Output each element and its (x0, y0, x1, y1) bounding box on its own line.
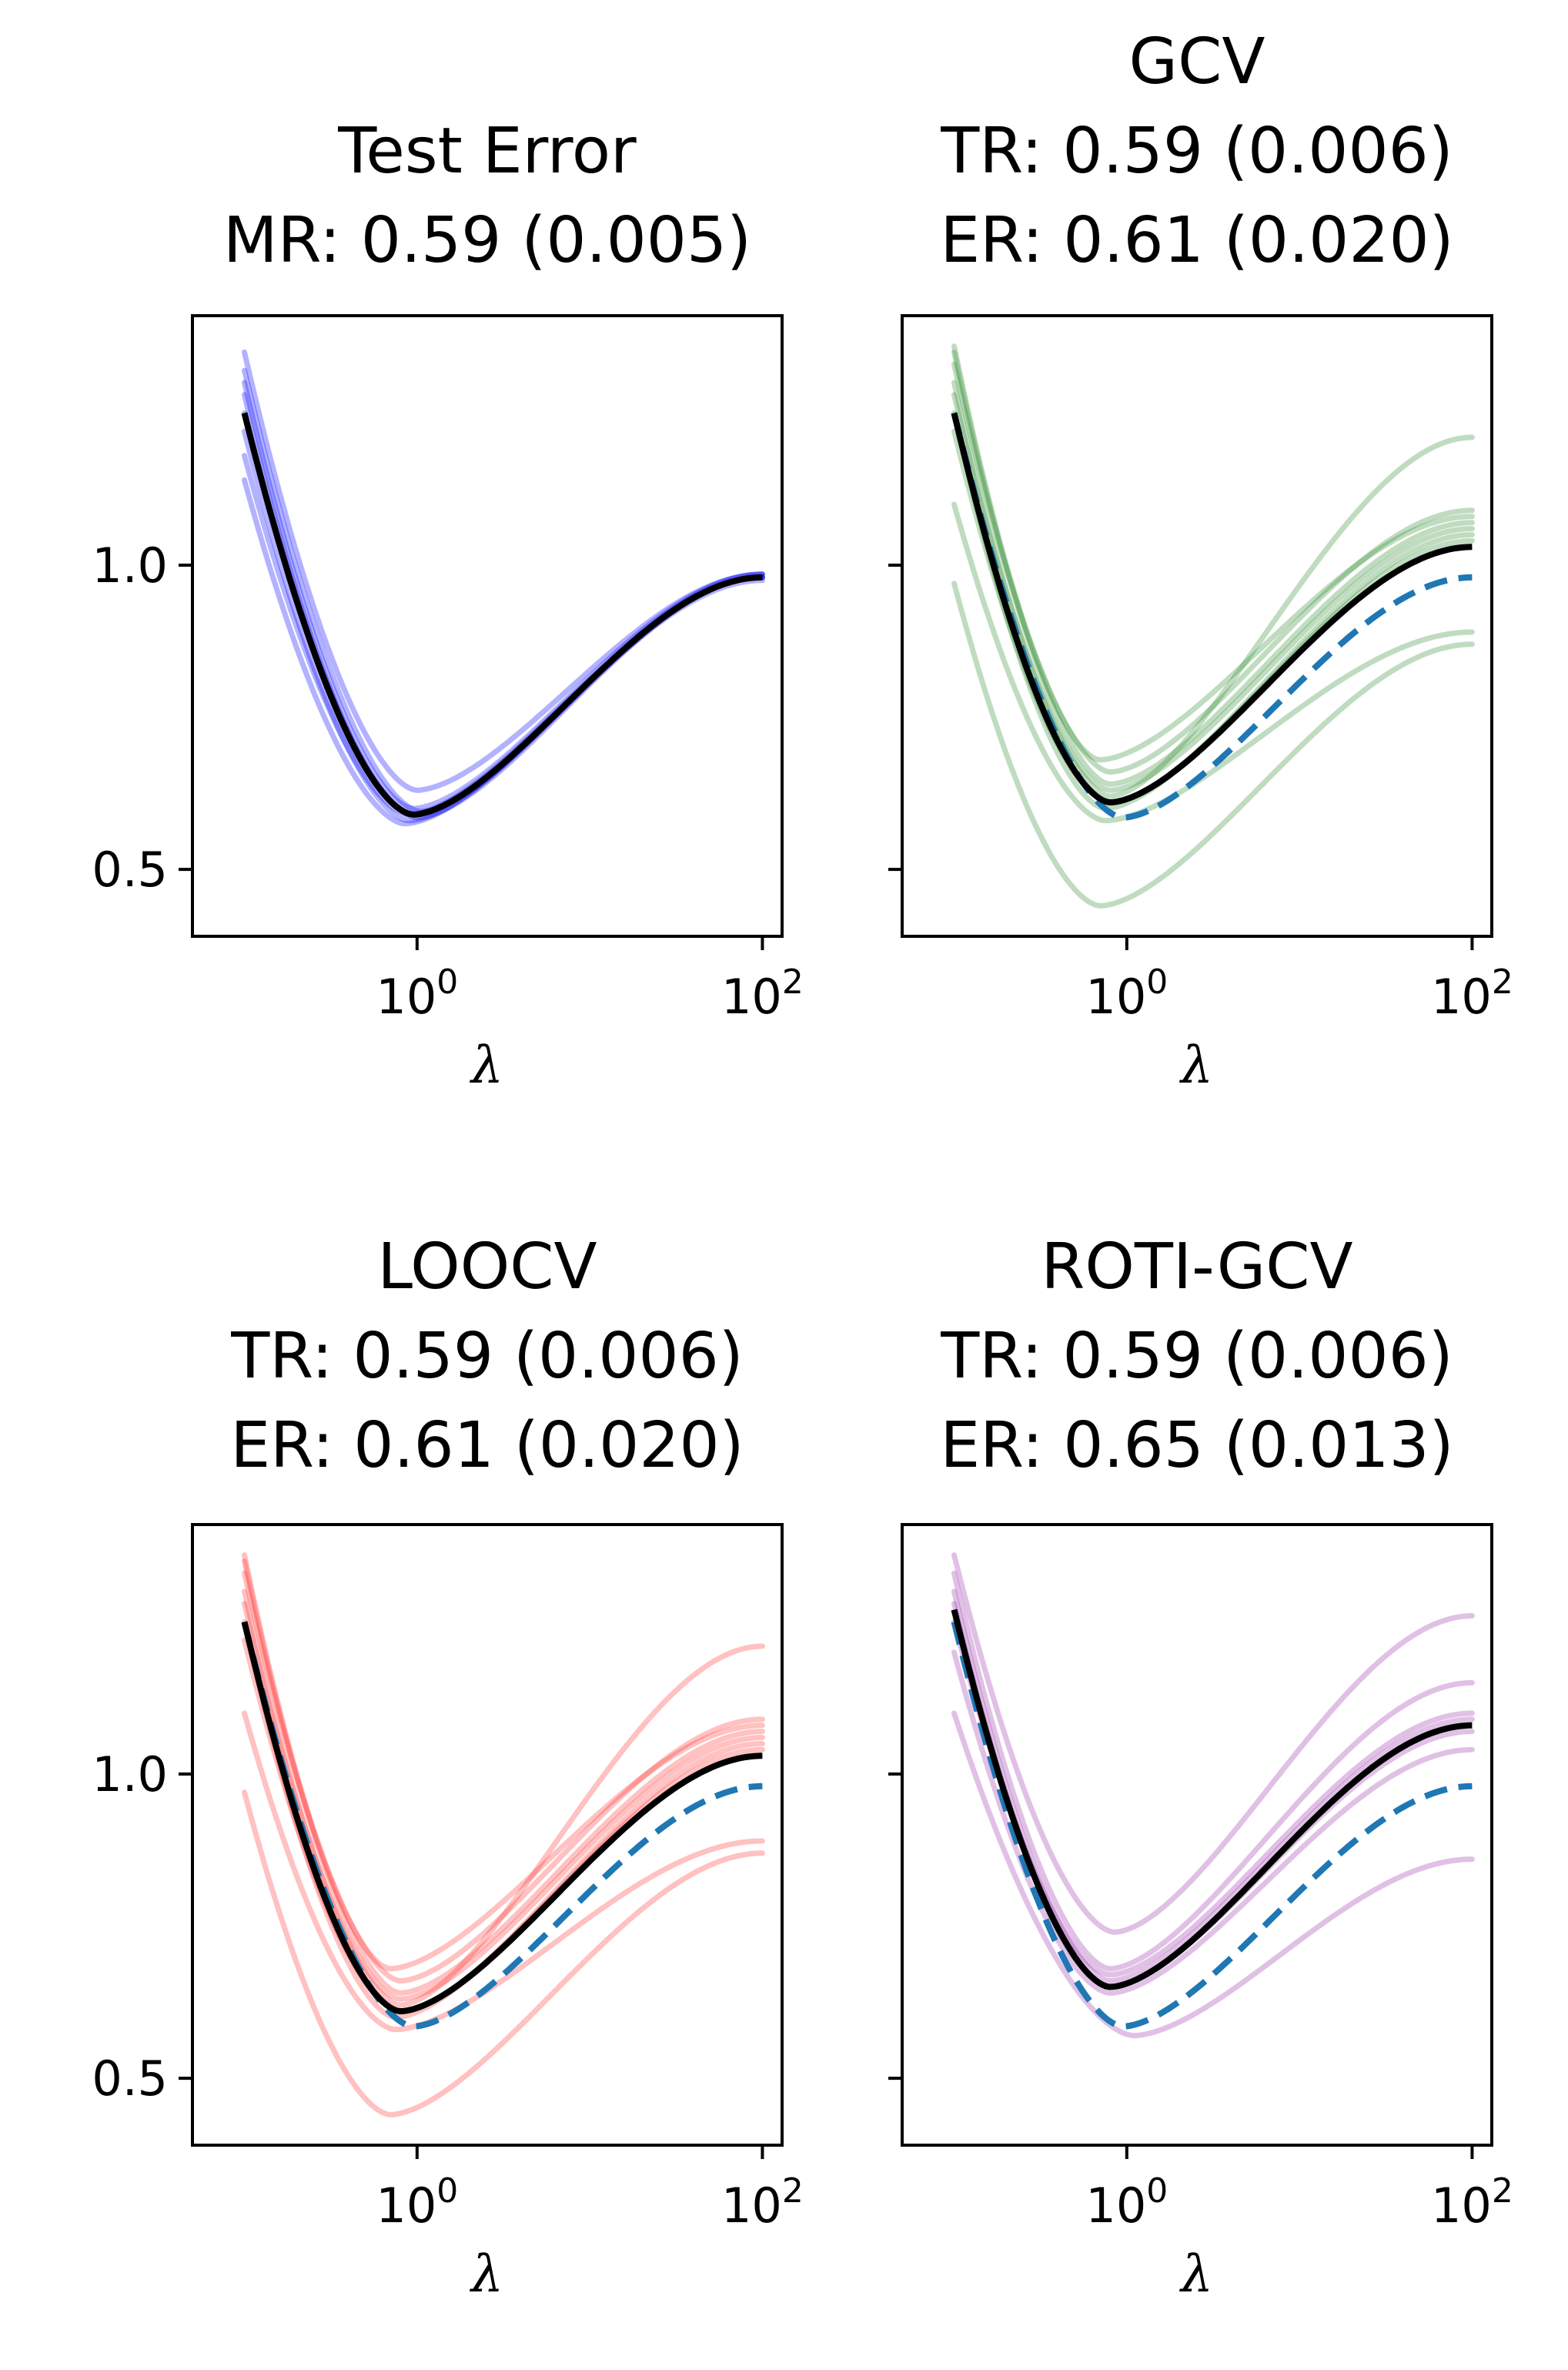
trial-curve-4 (242, 1558, 765, 1996)
trial-curve-5 (951, 361, 1475, 775)
axes-frame (191, 314, 784, 938)
trial-curve-1 (951, 1710, 1475, 2039)
chart-panel-1: Test Error MR: 0.59 (0.005) 0.5 1.0 100 102 λ (92, 115, 804, 1095)
x-tick-label: 102 (1431, 2171, 1513, 2234)
chart-title-line: GCV (1129, 25, 1265, 99)
x-axis-label: λ (469, 1036, 503, 1095)
x-axis-label: λ (469, 2244, 503, 2304)
trial-curve-7 (242, 349, 765, 793)
trial-curve-2 (242, 1710, 765, 2033)
chart-title-line: TR: 0.59 (0.006) (940, 1320, 1453, 1393)
mean-curve (951, 1608, 1473, 1990)
x-tick-label: 100 (1085, 962, 1168, 1025)
trial-curve-9 (242, 1637, 765, 2014)
trial-curve-5 (242, 1570, 765, 1984)
mean-curve (951, 412, 1473, 806)
chart-title-line: ROTI-GCV (1041, 1230, 1352, 1304)
chart-panel-3: LOOCV TR: 0.59 (0.006) ER: 0.61 (0.020) 0.5… (92, 1230, 804, 2304)
trial-curve-3 (951, 1588, 1475, 1984)
test-error-reference-curve (951, 1621, 1473, 2030)
trial-curve-8 (951, 343, 1475, 763)
trial-curve-4 (951, 349, 1475, 787)
chart-title-line: TR: 0.59 (0.006) (940, 115, 1453, 188)
y-tick-label: 0.5 (92, 842, 168, 898)
x-tick-label: 100 (1085, 2171, 1168, 2234)
chart-panel-2: GCV TR: 0.59 (0.006) ER: 0.61 (0.020) 100 10… (888, 25, 1513, 1095)
chart-title-line: LOOCV (377, 1230, 597, 1304)
trial-curve-2 (951, 1649, 1475, 1996)
trial-curve-4 (951, 1570, 1475, 1972)
chart-panel-4: ROTI-GCV TR: 0.59 (0.006) ER: 0.65 (0.013)… (888, 1230, 1513, 2304)
trial-curve-8 (242, 1552, 765, 1972)
axes-frame (901, 1523, 1493, 2147)
chart-title-line: ER: 0.61 (0.020) (940, 204, 1453, 277)
y-tick-label: 0.5 (92, 2050, 168, 2107)
chart-title-line: TR: 0.59 (0.006) (230, 1320, 744, 1393)
x-tick-label: 102 (721, 962, 804, 1025)
chart-title-line: MR: 0.59 (0.005) (223, 204, 751, 277)
chart-title-line: ER: 0.65 (0.013) (940, 1409, 1453, 1482)
x-tick-label: 100 (376, 962, 458, 1025)
x-tick-label: 102 (1431, 962, 1513, 1025)
curves-group (241, 1552, 765, 2117)
x-tick-label: 102 (721, 2171, 804, 2234)
axes-frame (901, 314, 1493, 938)
curves-group (241, 349, 765, 827)
y-tick-label: 1.0 (92, 1746, 168, 1803)
trial-curve-5 (951, 1552, 1475, 1935)
axes-frame (191, 1523, 784, 2147)
y-tick-label: 1.0 (92, 537, 168, 594)
x-axis-label: λ (1179, 1036, 1213, 1095)
trial-curve-9 (951, 428, 1475, 805)
trial-curve-1 (951, 581, 1475, 909)
mean-curve (241, 412, 763, 818)
curves-group (951, 1552, 1475, 2039)
trial-curve-2 (951, 501, 1475, 824)
x-axis-label: λ (1179, 2244, 1213, 2304)
chart-title-line: ER: 0.61 (0.020) (230, 1409, 744, 1482)
curves-group (951, 343, 1475, 909)
trial-curve-1 (242, 1789, 765, 2117)
mean-curve (241, 1621, 763, 2015)
chart-title-line: Test Error (337, 115, 637, 188)
x-tick-label: 100 (376, 2171, 458, 2234)
